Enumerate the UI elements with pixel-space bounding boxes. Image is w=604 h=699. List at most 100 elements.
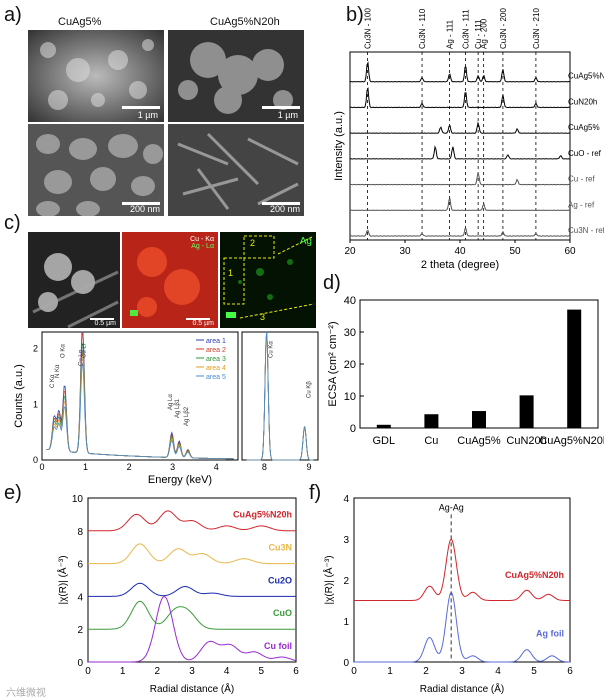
eds-map-ag: 2 1 3 Ag bbox=[220, 232, 316, 328]
x-axis-label: 2 theta (degree) bbox=[421, 259, 499, 271]
series-line-4 bbox=[349, 172, 571, 186]
eds-map-cu-ag: Cu - Kα Ag - Lα 0.5 µm bbox=[122, 232, 218, 328]
x-tick-label: 40 bbox=[454, 246, 466, 257]
x-tick-label: 6 bbox=[567, 666, 573, 677]
y-tick-label: 10 bbox=[72, 494, 84, 505]
series-line-3 bbox=[88, 600, 296, 630]
legend-label: area 2 bbox=[206, 347, 226, 354]
area-label-1: 1 bbox=[228, 268, 234, 278]
x-tick-label: 9 bbox=[307, 462, 312, 472]
y-tick-label: 4 bbox=[343, 494, 349, 505]
panel-label-b: b) bbox=[346, 4, 364, 26]
series-label: Ag - ref bbox=[568, 200, 595, 209]
x-axis-label: Energy (keV) bbox=[148, 474, 212, 486]
series-label: Cu foil bbox=[264, 641, 292, 651]
x-axis-label: Radial distance (Å) bbox=[150, 682, 234, 695]
peak-annotation: Ag Lβ2 bbox=[184, 406, 190, 426]
watermark: 六维微视 bbox=[6, 688, 46, 699]
x-tick-label: 1 bbox=[120, 666, 126, 677]
scale-label: 200 nm bbox=[129, 204, 160, 214]
scale-label: 1 µm bbox=[277, 110, 298, 120]
y-tick-label: 8 bbox=[77, 527, 83, 538]
y-axis-label: |χ(R)| (Å⁻³) bbox=[322, 555, 335, 604]
peak-annotation: Cu Lι bbox=[82, 343, 88, 358]
x-tick-label: 30 bbox=[399, 246, 411, 257]
plot-frame bbox=[353, 497, 571, 663]
series-line-0 bbox=[88, 510, 296, 532]
map-ag-label: Ag - Lα bbox=[191, 243, 214, 250]
reference-line-label: Cu3N - 200 bbox=[499, 8, 508, 49]
panel-label-d: d) bbox=[323, 272, 341, 294]
reference-line-label: Cu3N - 111 bbox=[462, 9, 471, 49]
series-label: Cu3N - ref bbox=[568, 226, 604, 235]
x-tick-label: 2 bbox=[423, 666, 429, 677]
x-tick-label: 3 bbox=[170, 462, 175, 472]
series-line-1 bbox=[354, 591, 570, 663]
y-axis-label: Counts (a.u.) bbox=[13, 364, 25, 428]
bar-0 bbox=[376, 424, 391, 428]
ag-ag-annotation: Ag-Ag bbox=[439, 502, 464, 512]
series-label: CuO - ref bbox=[568, 149, 602, 158]
series-label: Cu - ref bbox=[568, 175, 595, 184]
series-label: CuN20h bbox=[568, 97, 597, 106]
haadf-image: 0.5 µm bbox=[28, 232, 120, 328]
sem-image-cuagn-low: 1 µm bbox=[168, 30, 304, 122]
category-label: Cu bbox=[424, 435, 438, 447]
y-tick-label: 6 bbox=[77, 560, 83, 571]
legend-label: area 5 bbox=[206, 374, 226, 381]
legend-label: area 4 bbox=[206, 365, 226, 372]
x-tick-label: 8 bbox=[262, 462, 267, 472]
x-tick-label: 5 bbox=[531, 666, 537, 677]
spectrum-line-right-3 bbox=[246, 331, 314, 461]
ecsa-bar-chart: 0 10 20 30 40 GDL Cu CuAg5% CuN20h CuAg5%N20h ECSA… bbox=[322, 288, 604, 486]
x-tick-label: 60 bbox=[564, 246, 576, 257]
series-line-5 bbox=[349, 198, 571, 212]
xrd-chart: Cu3N - 100 Cu3N - 110 Ag - 111 Cu3N - 111 Cu… bbox=[322, 0, 604, 272]
y-tick-label: 0 bbox=[350, 423, 356, 435]
y-tick-label: 2 bbox=[77, 625, 83, 636]
peak-annotation: Cu Lα bbox=[79, 349, 85, 366]
legend-label: area 1 bbox=[206, 338, 226, 345]
series-line-2 bbox=[349, 121, 571, 134]
plot-frame bbox=[359, 299, 599, 429]
sem-col2-title: CuAg5%N20h bbox=[210, 16, 280, 28]
spectrum-line-right-2 bbox=[246, 331, 314, 461]
reference-line-label: Ag - 200 bbox=[480, 18, 489, 49]
reference-line-label: Cu3N - 210 bbox=[532, 8, 541, 49]
y-tick-label: 2 bbox=[343, 576, 349, 587]
bar-2 bbox=[472, 411, 486, 428]
sem-image-cuagn-high: 200 nm bbox=[168, 124, 304, 216]
series-line-0 bbox=[349, 61, 571, 83]
peak-annotation: O Kα bbox=[61, 344, 67, 358]
series-label: CuAg5%N20h bbox=[568, 72, 604, 81]
peak-annotation: Ag Lβ1 bbox=[175, 398, 181, 418]
bar-1 bbox=[424, 414, 439, 428]
x-tick-label: 0 bbox=[351, 666, 357, 677]
x-tick-label: 2 bbox=[127, 462, 132, 472]
x-tick-label: 3 bbox=[459, 666, 465, 677]
peak-annotation: Cu Kα bbox=[269, 341, 275, 358]
x-tick-label: 3 bbox=[189, 666, 195, 677]
reference-line-label: Ag - 111 bbox=[446, 19, 455, 49]
eds-map-legend: Cu - Kα Ag - Lα bbox=[190, 236, 214, 250]
sem-image-cuag-high: 200 nm bbox=[28, 124, 164, 216]
map-cu-label: Cu - Kα bbox=[190, 236, 214, 243]
y-tick-label: 2 bbox=[33, 344, 38, 354]
plot-frame bbox=[87, 497, 297, 663]
plot-frame-left bbox=[41, 331, 239, 461]
scale-label: 0.5 µm bbox=[192, 320, 214, 327]
scale-label: 200 nm bbox=[269, 204, 300, 214]
series-line-4 bbox=[88, 595, 297, 663]
x-tick-label: 20 bbox=[344, 246, 356, 257]
legend-label: area 3 bbox=[206, 356, 226, 363]
spectrum-line-right-0 bbox=[246, 331, 314, 461]
series-label: Cu2O bbox=[268, 575, 292, 585]
x-tick-label: 4 bbox=[214, 462, 219, 472]
ft-exafs-ag-chart: CuAg5%N20h Ag foil Ag-Ag 0 1 2 3 4 5 6 0 1 2 3 4 Radial… bbox=[308, 486, 604, 698]
y-axis-label: |χ(R)| (Å⁻³) bbox=[56, 555, 69, 604]
series-line-1 bbox=[349, 87, 571, 109]
category-label: GDL bbox=[372, 435, 395, 447]
peak-annotation: Cu Kβ bbox=[307, 381, 313, 398]
panel-label-e: e) bbox=[4, 482, 22, 504]
category-label: CuAg5%N20h bbox=[539, 435, 604, 447]
